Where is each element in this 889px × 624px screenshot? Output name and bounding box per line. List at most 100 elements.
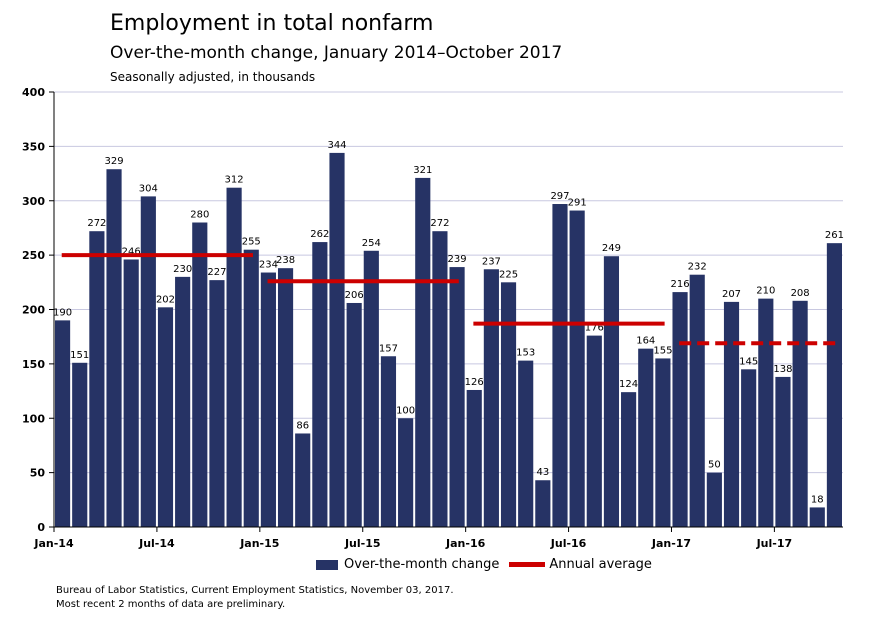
- bar: [483, 269, 499, 527]
- bar-value-label: 304: [139, 183, 158, 194]
- bar: [140, 196, 156, 527]
- bar-value-label: 291: [568, 198, 587, 209]
- bar-value-label: 210: [756, 286, 775, 297]
- legend-item-bars: Over-the-month change: [316, 557, 499, 572]
- y-tick-label: 250: [22, 249, 45, 262]
- bar: [655, 358, 671, 527]
- bar-value-label: 262: [310, 229, 329, 240]
- bar-value-label: 43: [536, 467, 549, 478]
- bar-value-label: 272: [430, 218, 449, 229]
- legend-item-line: Annual average: [509, 557, 652, 572]
- bar: [157, 307, 174, 527]
- bar-value-label: 202: [156, 294, 175, 305]
- bar: [723, 301, 740, 527]
- bar-value-label: 138: [773, 364, 792, 375]
- source-line-2: Most recent 2 months of data are prelimi…: [56, 599, 286, 610]
- y-tick-label: 300: [22, 195, 45, 208]
- bar-value-label: 225: [499, 269, 518, 280]
- bar: [535, 480, 551, 527]
- bar-value-label: 232: [688, 262, 707, 273]
- bar: [775, 376, 791, 527]
- chart-title: Employment in total nonfarm: [110, 11, 434, 36]
- chart-units: Seasonally adjusted, in thousands: [110, 70, 316, 84]
- x-tick-label: Jul-14: [138, 537, 175, 550]
- bar-value-label: 239: [448, 254, 467, 265]
- x-tick-label: Jan-14: [33, 537, 74, 550]
- bar-value-label: 153: [516, 348, 535, 359]
- bar-value-label: 246: [122, 246, 141, 257]
- bar: [398, 418, 414, 527]
- bar: [380, 356, 397, 527]
- bar: [226, 187, 242, 527]
- bar: [277, 268, 294, 527]
- x-tick-label: Jan-16: [445, 537, 486, 550]
- bar-value-label: 227: [207, 267, 226, 278]
- bar-value-label: 280: [190, 210, 209, 221]
- bar-value-label: 329: [104, 156, 123, 167]
- bar: [638, 348, 654, 527]
- bar-value-label: 238: [276, 255, 295, 266]
- bar-value-label: 126: [465, 377, 484, 388]
- bar-value-label: 100: [396, 405, 415, 416]
- legend-line-label: Annual average: [549, 557, 652, 572]
- bar-value-label: 86: [296, 420, 309, 431]
- bar-value-label: 206: [345, 290, 364, 301]
- bar: [363, 250, 379, 527]
- legend-swatch-bar: [316, 559, 338, 570]
- bar: [432, 231, 448, 527]
- bar: [809, 507, 825, 527]
- bar: [758, 298, 774, 527]
- bar: [175, 276, 191, 527]
- bar-value-label: 249: [602, 243, 621, 254]
- bar-value-label: 190: [53, 307, 72, 318]
- bar: [295, 433, 311, 527]
- bar: [415, 177, 431, 527]
- bar: [243, 249, 259, 527]
- x-tick-label: Jan-17: [651, 537, 691, 550]
- y-tick-label: 0: [37, 521, 45, 534]
- bar-value-label: 261: [825, 230, 844, 241]
- bar-value-label: 234: [259, 260, 278, 271]
- bar-value-label: 50: [708, 460, 721, 471]
- bar: [603, 256, 620, 527]
- bar-value-label: 155: [653, 345, 672, 356]
- y-tick-label: 50: [30, 467, 46, 480]
- bar-value-label: 216: [671, 279, 690, 290]
- bar: [500, 282, 517, 527]
- bar: [72, 362, 88, 527]
- bar: [689, 274, 705, 527]
- bar-value-label: 164: [636, 336, 655, 347]
- x-tick-label: Jan-15: [239, 537, 279, 550]
- bar: [552, 204, 568, 527]
- bar-value-label: 297: [550, 191, 569, 202]
- legend-swatch-line: [509, 562, 546, 567]
- bar: [672, 292, 688, 527]
- y-tick-label: 350: [22, 140, 45, 153]
- bar: [792, 300, 808, 527]
- bar: [123, 259, 139, 527]
- x-tick-label: Jul-16: [550, 537, 587, 550]
- bar: [621, 392, 637, 527]
- bar: [449, 267, 465, 527]
- bar: [466, 389, 482, 527]
- bar-value-label: 321: [413, 165, 432, 176]
- chart-subtitle: Over-the-month change, January 2014–Octo…: [110, 43, 563, 63]
- bar: [329, 152, 345, 527]
- bar: [518, 360, 534, 527]
- bar-value-label: 254: [362, 238, 381, 249]
- bar: [826, 243, 842, 527]
- bar-value-label: 151: [70, 350, 89, 361]
- bar-value-label: 145: [739, 356, 758, 367]
- x-tick-label: Jul-15: [344, 537, 381, 550]
- x-tick-label: Jul-17: [756, 537, 793, 550]
- bar: [106, 169, 122, 527]
- bar-value-label: 208: [791, 288, 810, 299]
- bar-value-label: 157: [379, 343, 398, 354]
- source-note: Bureau of Labor Statistics, Current Empl…: [56, 584, 454, 612]
- bar: [741, 369, 757, 527]
- bar: [312, 242, 328, 527]
- bar: [586, 335, 602, 527]
- bar-value-label: 312: [225, 175, 244, 186]
- bar-value-label: 272: [87, 218, 106, 229]
